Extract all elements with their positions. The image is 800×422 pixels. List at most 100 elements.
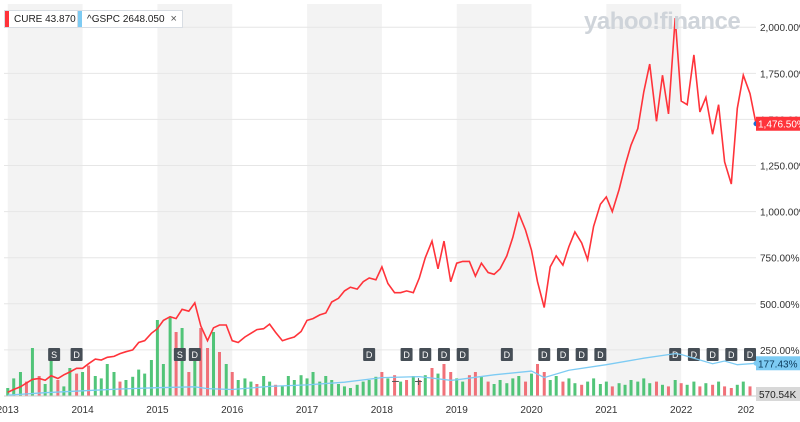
x-tick-label: 2021: [595, 405, 618, 416]
legend-chip-gspc[interactable]: ^GSPC 2648.050 ×: [77, 10, 183, 28]
volume-bar: [524, 381, 528, 396]
volume-bar: [280, 386, 284, 396]
legend-swatch-cure: [5, 11, 9, 27]
event-marker-d[interactable]: [594, 348, 607, 361]
volume-bar: [741, 381, 745, 396]
event-marker-s[interactable]: [48, 348, 61, 361]
x-tick-label: 2013: [0, 405, 19, 416]
volume-bar: [367, 380, 371, 396]
volume-bar: [592, 378, 596, 396]
y-tick-label: 500.00%: [760, 300, 800, 311]
volume-bar: [430, 368, 434, 396]
volume-bar: [330, 380, 334, 396]
legend-chip-cure[interactable]: CURE 43.870: [4, 10, 82, 28]
volume-bar: [654, 381, 658, 396]
volume-bar: [149, 360, 153, 396]
volume-bar: [610, 386, 614, 396]
series-line-gspc: [7, 352, 757, 396]
volume-bar: [729, 388, 733, 396]
volume-bar: [187, 372, 191, 396]
volume-bar: [43, 384, 47, 396]
y-tick-label: 2,000.00%: [760, 23, 800, 34]
volume-bar: [206, 348, 210, 396]
volume-bar: [243, 378, 247, 396]
volume-bar: [692, 381, 696, 396]
event-marker-label: D: [728, 350, 735, 360]
event-marker-d[interactable]: [669, 348, 682, 361]
volume-bar: [548, 380, 552, 396]
series-last-value-label: 177.43%: [758, 359, 798, 370]
volume-bar: [586, 381, 590, 396]
volume-bar: [87, 365, 91, 396]
event-marker-d[interactable]: [188, 348, 201, 361]
event-marker-d[interactable]: [744, 348, 757, 361]
event-marker-d[interactable]: [706, 348, 719, 361]
volume-bar: [492, 384, 496, 396]
volume-bar: [486, 381, 490, 396]
volume-bar: [399, 381, 403, 396]
volume-bar: [324, 376, 328, 396]
volume-bar: [423, 375, 427, 396]
volume-bar: [180, 328, 184, 396]
volume-bar: [467, 375, 471, 396]
event-marker-d[interactable]: [575, 348, 588, 361]
volume-bar: [18, 372, 22, 396]
event-marker-d[interactable]: [456, 348, 469, 361]
event-marker-label: D: [709, 350, 716, 360]
event-marker-d[interactable]: [437, 348, 450, 361]
y-tick-label: 750.00%: [760, 254, 800, 265]
event-marker-d[interactable]: [725, 348, 738, 361]
event-marker-label: D: [459, 350, 466, 360]
zoom-out-icon[interactable]: −: [391, 373, 400, 389]
volume-bar: [561, 381, 565, 396]
x-tick-label: 202: [738, 405, 755, 416]
volume-bar: [511, 378, 515, 396]
volume-bar: [748, 386, 752, 396]
volume-bar: [236, 380, 240, 396]
event-marker-d[interactable]: [538, 348, 551, 361]
volume-bar: [417, 380, 421, 396]
x-tick-label: 2014: [71, 405, 94, 416]
event-marker-d[interactable]: [70, 348, 83, 361]
y-tick-label: 1,250.00%: [760, 162, 800, 173]
event-marker-label: D: [578, 350, 585, 360]
x-tick-label: 2020: [520, 405, 543, 416]
series-last-value-badge: [756, 116, 800, 131]
x-tick-label: 2017: [296, 405, 319, 416]
volume-bar: [735, 384, 739, 396]
volume-bar: [723, 386, 727, 396]
event-marker-d[interactable]: [500, 348, 513, 361]
volume-bar: [68, 368, 72, 396]
volume-bar: [479, 376, 483, 396]
volume-bar: [230, 372, 234, 396]
year-band: [307, 4, 382, 396]
volume-bar: [342, 386, 346, 396]
volume-bar: [161, 364, 165, 396]
volume-bar: [629, 380, 633, 396]
zoom-control[interactable]: − +: [384, 373, 430, 389]
event-marker-label: D: [560, 350, 567, 360]
event-marker-d[interactable]: [419, 348, 432, 361]
year-band: [456, 4, 532, 396]
volume-bar: [112, 372, 116, 396]
event-marker-s[interactable]: [173, 348, 186, 361]
event-marker-d[interactable]: [400, 348, 413, 361]
close-icon[interactable]: ×: [170, 13, 177, 25]
volume-bar: [386, 378, 390, 396]
volume-bar: [255, 384, 259, 396]
zoom-in-icon[interactable]: +: [414, 373, 423, 389]
event-marker-d[interactable]: [556, 348, 569, 361]
volume-bar: [580, 384, 584, 396]
series-last-value-badge: [756, 356, 800, 371]
volume-bar: [642, 378, 646, 396]
volume-bar: [75, 373, 79, 396]
volume-bar: [93, 376, 97, 396]
volume-bar: [105, 364, 109, 396]
x-tick-label: 2015: [146, 405, 169, 416]
volume-bar: [717, 381, 721, 396]
volume-bar: [604, 381, 608, 396]
volume-bar: [224, 364, 228, 396]
event-marker-d[interactable]: [363, 348, 376, 361]
